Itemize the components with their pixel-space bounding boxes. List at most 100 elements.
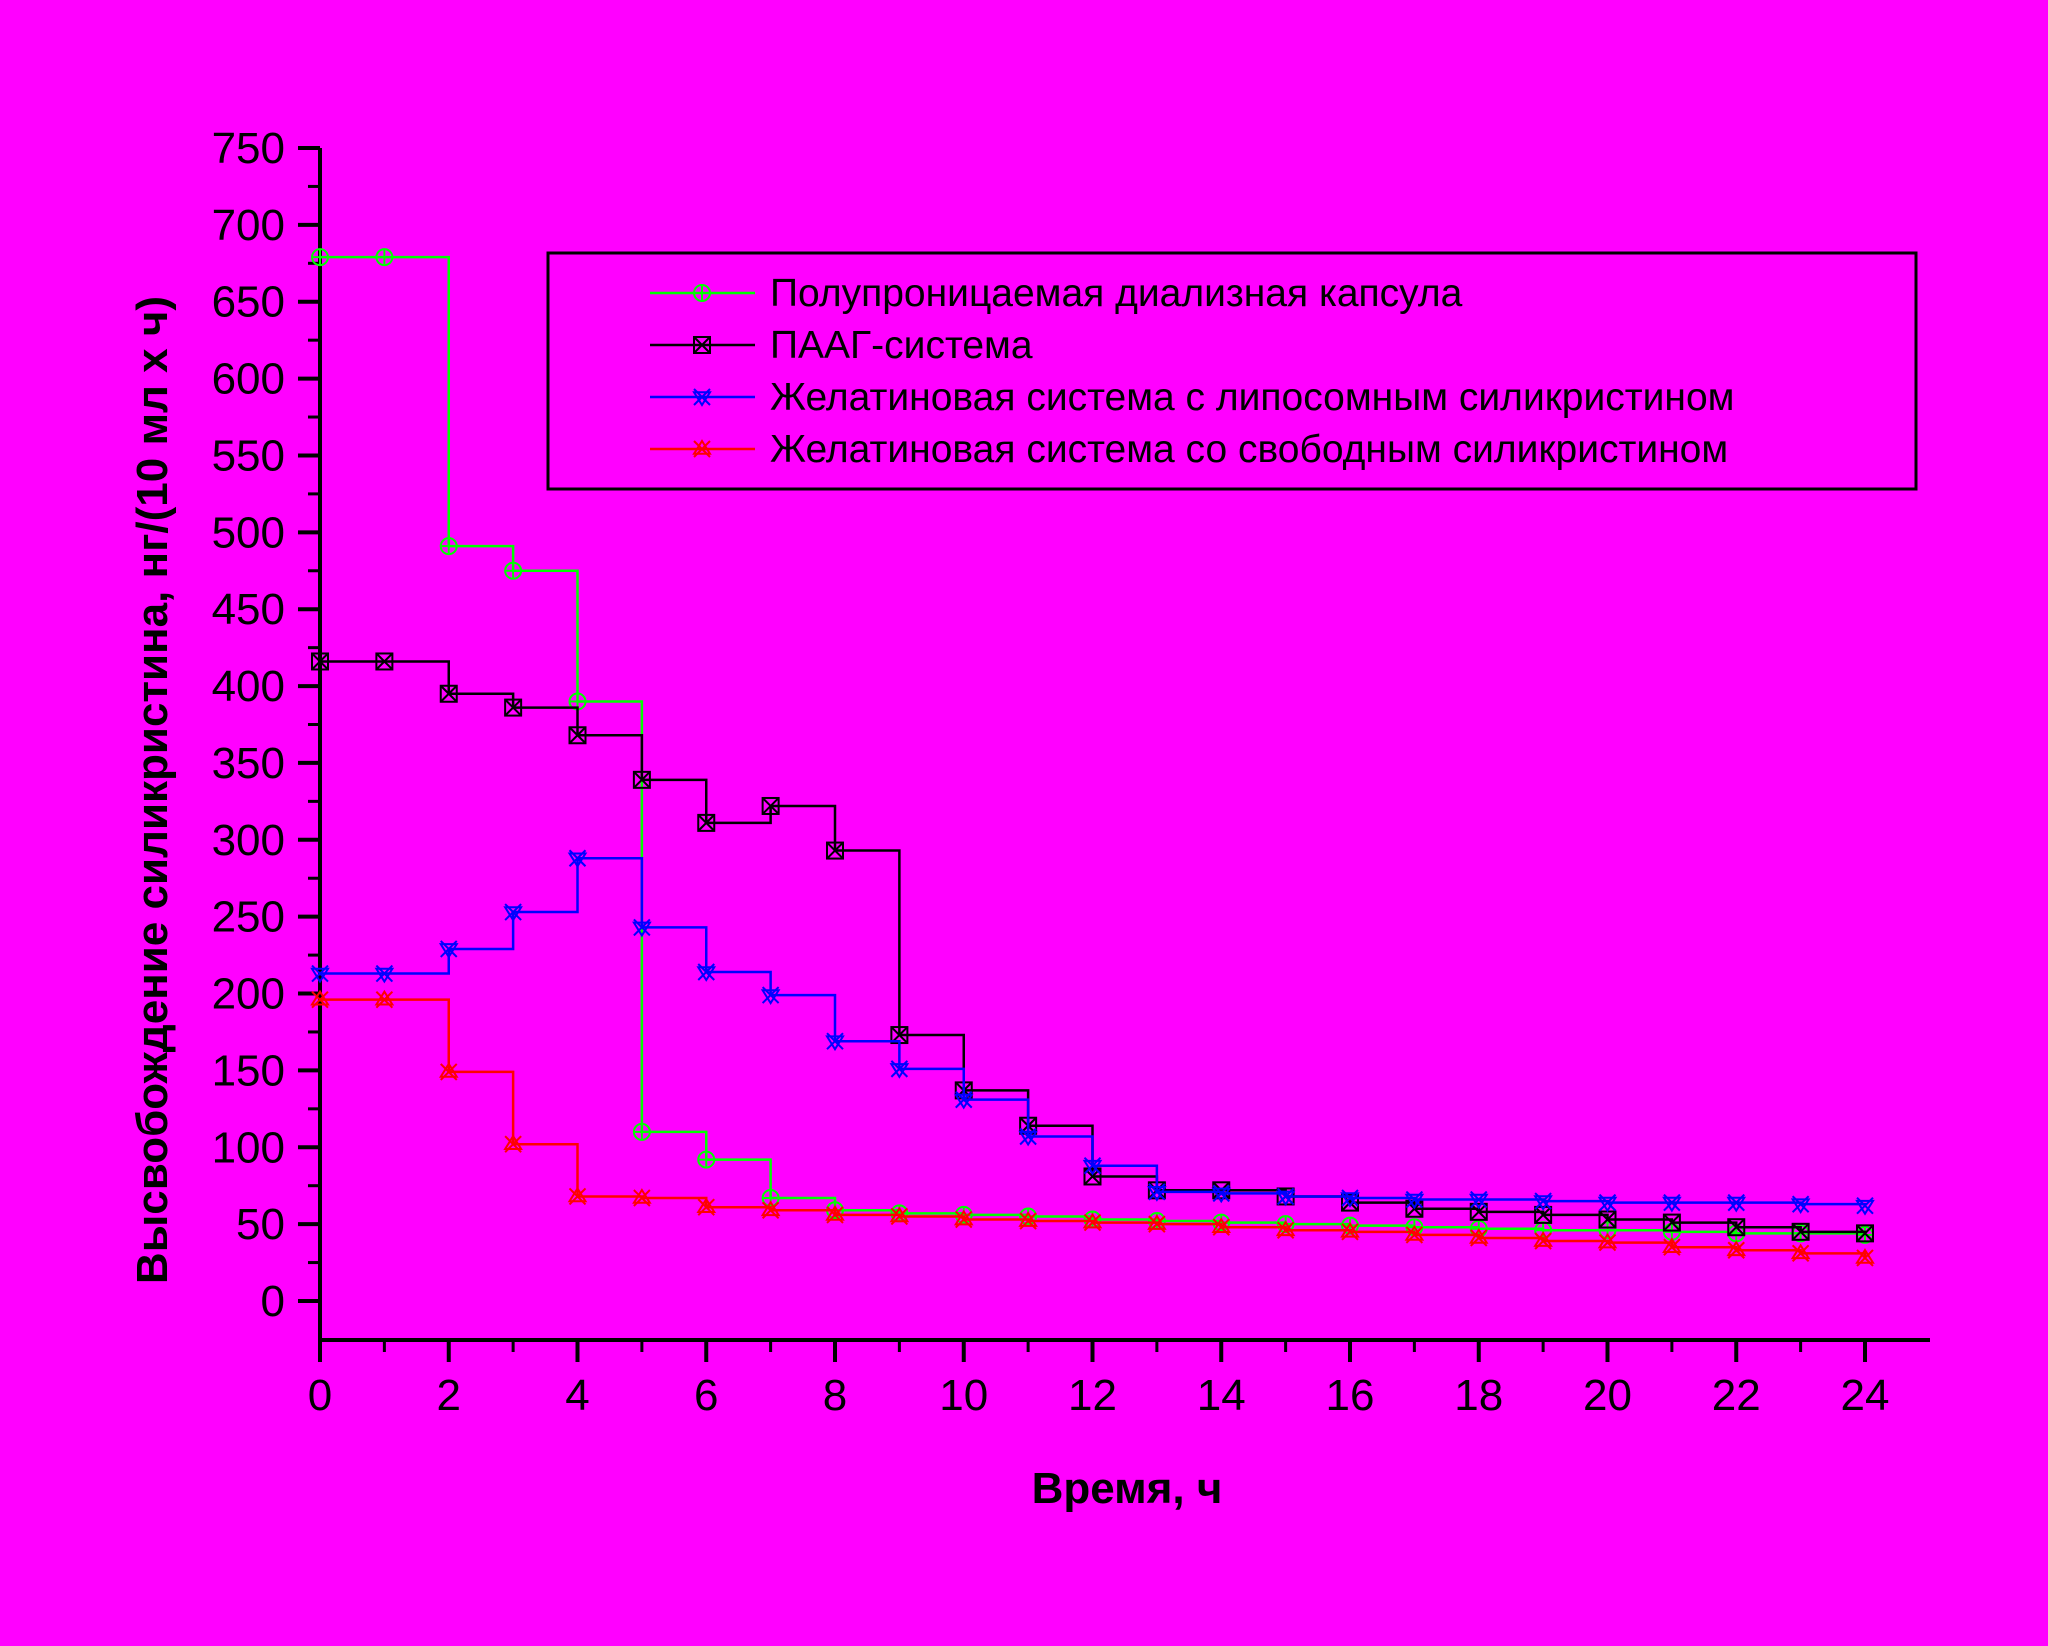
data-point-stroke	[1470, 1229, 1488, 1247]
data-point-stroke	[375, 964, 394, 983]
data-point-stroke	[1212, 1218, 1230, 1236]
data-point	[1468, 1190, 1489, 1210]
data-point-triangle	[1662, 1237, 1682, 1253]
data-point-triangle	[310, 967, 330, 984]
data-point-triangle	[503, 1134, 523, 1150]
data-point	[438, 940, 459, 959]
data-point-square	[1662, 1213, 1681, 1232]
data-point-stroke	[311, 652, 329, 671]
data-point-square	[1727, 1218, 1746, 1237]
data-point	[375, 248, 394, 267]
legend-label: Желатиновая система с липосомным силикри…	[770, 376, 1734, 419]
data-point-triangle	[1533, 1231, 1553, 1247]
data-point	[696, 963, 717, 982]
data-point-square	[1791, 1222, 1810, 1241]
data-point-triangle	[1018, 1211, 1038, 1227]
data-point-triangle	[1340, 1192, 1360, 1208]
y-tick-label: 600	[212, 355, 285, 404]
data-point-triangle	[1082, 1159, 1103, 1176]
data-point-stroke	[1212, 1181, 1230, 1200]
data-point	[503, 1134, 523, 1153]
data-point-stroke	[1534, 1206, 1552, 1224]
data-point-triangle	[1597, 1232, 1618, 1249]
data-point-stroke	[633, 918, 651, 937]
data-point-stroke	[1083, 1213, 1102, 1232]
data-point	[693, 336, 711, 354]
data-point-triangle	[1340, 1221, 1360, 1238]
axes: 0501001502002503003504004505005506006507…	[212, 124, 1930, 1420]
data-point-triangle	[1597, 1196, 1618, 1213]
data-point-stroke	[568, 1187, 587, 1206]
data-point-stroke	[375, 990, 394, 1009]
data-point	[438, 1062, 459, 1081]
data-point-stroke	[693, 388, 711, 406]
y-tick-label: 700	[212, 201, 285, 250]
y-tick-label: 0	[261, 1277, 285, 1326]
data-point-stroke	[1148, 1183, 1166, 1201]
data-point	[1468, 1228, 1489, 1247]
data-point-square	[697, 813, 716, 832]
data-point-triangle	[632, 1188, 652, 1204]
data-point-stroke	[568, 726, 587, 744]
data-point	[1404, 1190, 1425, 1210]
series-line	[320, 998, 1867, 1258]
data-point-triangle	[1468, 1228, 1489, 1244]
data-point	[692, 388, 712, 407]
y-tick-label: 500	[212, 508, 285, 557]
data-point-triangle	[1726, 1240, 1747, 1257]
data-point	[1662, 1213, 1681, 1232]
data-point	[1018, 1211, 1038, 1230]
data-point-stroke	[440, 1063, 458, 1081]
data-point	[1211, 1217, 1232, 1236]
data-point-triangle	[825, 1205, 845, 1221]
y-tick-label: 250	[212, 893, 285, 942]
data-point-stroke	[1470, 1190, 1488, 1209]
data-point-stroke	[697, 1198, 715, 1216]
y-tick-label: 150	[212, 1046, 285, 1095]
data-point	[632, 918, 652, 938]
x-tick-label: 20	[1583, 1371, 1632, 1420]
legend-item: ПААГ-система	[650, 324, 1033, 367]
data-point-stroke	[1598, 1210, 1617, 1229]
x-tick-label: 4	[565, 1371, 589, 1420]
data-point	[1404, 1225, 1425, 1244]
data-point-square	[504, 698, 523, 717]
data-point-stroke	[1791, 1195, 1810, 1213]
data-point	[1791, 1222, 1810, 1241]
data-point	[697, 813, 716, 832]
data-point-triangle	[310, 989, 330, 1006]
data-point	[826, 841, 844, 860]
data-point-square	[311, 652, 329, 671]
data-point	[504, 561, 523, 580]
data-point-stroke	[826, 1032, 844, 1050]
y-tick-label: 400	[212, 662, 285, 711]
data-point-stroke	[1534, 1232, 1552, 1250]
y-tick-label: 200	[212, 970, 285, 1019]
x-tick-label: 14	[1197, 1371, 1246, 1420]
data-point-stroke	[504, 903, 522, 921]
data-point	[1018, 1127, 1038, 1147]
x-tick-label: 8	[823, 1371, 847, 1420]
data-point-square	[1341, 1193, 1359, 1212]
x-tick-label: 2	[437, 1371, 461, 1420]
y-tick-label: 50	[236, 1200, 285, 1249]
data-point-triangle	[953, 1209, 974, 1226]
data-point-stroke	[1727, 1193, 1745, 1212]
data-point-stroke	[761, 986, 780, 1004]
data-point-stroke	[697, 963, 715, 981]
legend-label: Полупроницаемая диализная капсула	[770, 272, 1463, 315]
data-point-triangle	[1211, 1217, 1232, 1234]
data-point-stroke	[955, 1210, 973, 1229]
data-point-stroke	[504, 1135, 522, 1153]
data-point-triangle	[1147, 1214, 1167, 1230]
data-point-stroke	[955, 1090, 973, 1109]
data-point-stroke	[1856, 1224, 1874, 1243]
data-point	[311, 652, 329, 671]
data-point	[1340, 1189, 1360, 1208]
series-3	[310, 849, 1875, 1216]
data-point-triangle	[1082, 1212, 1103, 1229]
data-point	[693, 284, 711, 302]
data-point-stroke	[1727, 1218, 1745, 1236]
data-point	[889, 1060, 910, 1079]
data-point-square	[693, 336, 711, 354]
